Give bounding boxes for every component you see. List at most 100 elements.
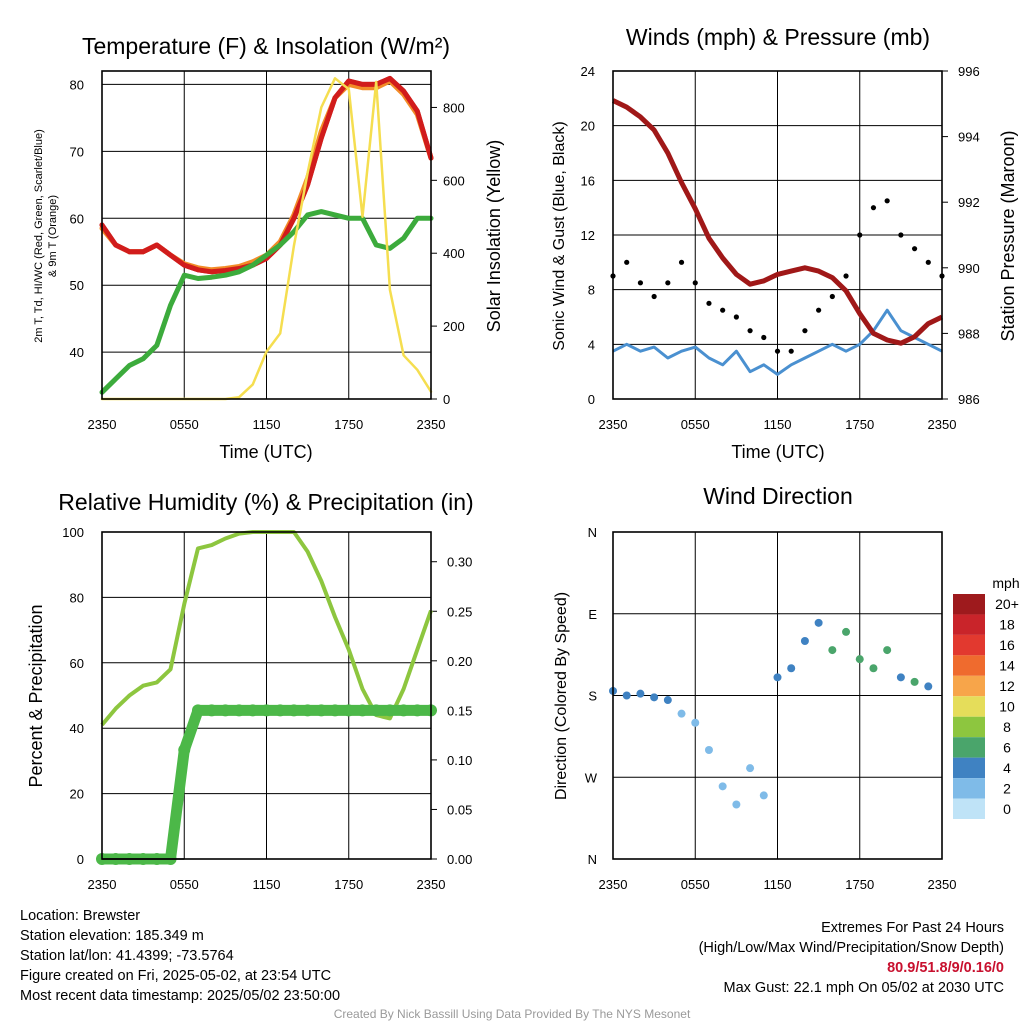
temperature-xlabel: Time (UTC) (219, 442, 312, 462)
direction-point (842, 627, 851, 636)
y-tick-label-left: 40 (70, 721, 84, 736)
direction-point (746, 764, 755, 773)
plot-border (612, 70, 943, 400)
extremes-info: Extremes For Past 24 Hours (High/Low/Max… (699, 918, 1004, 998)
y-tick-label-right: 800 (443, 100, 465, 115)
y-tick-label-left: 16 (581, 173, 595, 188)
y-tick-label-right: 986 (958, 392, 980, 407)
y-tick-label-left: 4 (588, 337, 595, 352)
gust-point (870, 205, 877, 211)
winds-ylabel-left: Sonic Wind & Gust (Blue, Black) (551, 121, 568, 350)
y-tick-label-left: 40 (70, 345, 84, 360)
y-tick-label-right: 0 (443, 392, 450, 407)
wind-line (612, 308, 943, 376)
gust-point (678, 259, 685, 265)
direction-point (896, 673, 905, 682)
gust-point (911, 246, 918, 252)
y-tick-label-left: 80 (70, 590, 84, 605)
gust-point (843, 273, 849, 279)
x-tick-label: 1150 (253, 877, 281, 892)
direction-point (773, 673, 782, 682)
y-tick-label-left: 60 (70, 211, 84, 226)
x-tick-label: 2350 (417, 417, 446, 432)
direction-point (663, 696, 672, 705)
gust-point (747, 328, 753, 334)
x-tick-label: 2350 (88, 877, 117, 892)
y-tick-label-right: 996 (958, 64, 980, 79)
y-tick-label-right: 990 (958, 261, 980, 276)
direction-point (787, 664, 796, 673)
x-tick-label: 2350 (599, 417, 628, 432)
direction-point (636, 689, 645, 698)
colorbar-swatch (953, 798, 985, 819)
extremes-values: 80.9/51.8/9/0.16/0 (887, 960, 1004, 976)
winds-ylabel-right: Station Pressure (Maroon) (998, 130, 1018, 341)
y-tick-label-right: 992 (958, 195, 980, 210)
y-tick-label-right: 0.30 (447, 555, 472, 570)
temperature-ylabel-right: Solar Insolation (Yellow) (484, 140, 504, 332)
direction-point (759, 791, 768, 800)
plot-border (612, 531, 943, 860)
colorbar-swatch (953, 594, 985, 615)
y-tick-label-left: 20 (70, 787, 84, 802)
winds-panel: Winds (mph) & Pressure (mb) Time (UTC) S… (551, 24, 1018, 462)
x-tick-label: 1750 (334, 417, 363, 432)
x-tick-label: 2350 (88, 417, 117, 432)
direction-tick-label: N (588, 852, 597, 867)
extremes-title: Extremes For Past 24 Hours (821, 920, 1004, 936)
y-tick-label-left: 20 (581, 119, 595, 134)
y-tick-label-right: 0.15 (447, 703, 472, 718)
y-tick-label-left: 0 (77, 852, 84, 867)
colorbar-swatch (953, 737, 985, 758)
gust-point (925, 259, 931, 265)
location-text: Location: Brewster (20, 908, 141, 924)
x-tick-label: 2350 (417, 877, 446, 892)
colorbar-label: 8 (1003, 719, 1011, 735)
y-tick-label-left: 24 (581, 64, 595, 79)
gust-point (733, 314, 739, 320)
elevation-text: Station elevation: 185.349 m (20, 928, 204, 944)
max-gust-text: Max Gust: 22.1 mph On 05/02 at 2030 UTC (723, 980, 1004, 996)
latlon-text: Station lat/lon: 41.4399; -73.5764 (20, 948, 234, 964)
direction-ylabel: Direction (Colored By Speed) (553, 592, 570, 800)
direction-point (704, 746, 713, 754)
direction-point (677, 709, 686, 718)
colorbar-label: 20+ (995, 596, 1019, 612)
station-info: Location: Brewster Station elevation: 18… (20, 906, 340, 1006)
direction-point (910, 677, 919, 686)
y-tick-label-right: 600 (443, 173, 465, 188)
y-tick-label-right: 0.20 (447, 654, 472, 669)
temperature-ylabel-2: & 9m T (Orange) (47, 195, 59, 277)
chart-marks: 2350 0550 1150 1750 235040506070800200400600… (62, 64, 1019, 892)
colorbar-label: 16 (999, 637, 1015, 653)
direction-panel: Wind Direction Direction (Colored By Spe… (553, 483, 1020, 800)
direction-point (691, 718, 700, 727)
plot-border (101, 531, 432, 860)
y-tick-label-left: 100 (62, 525, 84, 540)
winds-title: Winds (mph) & Pressure (mb) (626, 24, 930, 50)
y-tick-label-right: 400 (443, 246, 465, 261)
gust-point (720, 307, 726, 313)
direction-point (718, 782, 727, 791)
y-tick-label-left: 0 (588, 392, 595, 407)
gust-point (857, 232, 863, 238)
dewpoint-line (99, 209, 434, 395)
humidity-ylabel: Percent & Precipitation (26, 604, 46, 787)
direction-point (732, 800, 741, 809)
colorbar-swatch (953, 634, 985, 656)
gust-point (692, 280, 698, 286)
direction-point (869, 664, 878, 673)
humidity-panel: Relative Humidity (%) & Precipitation (i… (26, 489, 474, 788)
direction-point (828, 646, 837, 655)
y-tick-label-right: 0.00 (447, 852, 472, 867)
humidity-title: Relative Humidity (%) & Precipitation (i… (58, 489, 473, 515)
recent-text: Most recent data timestamp: 2025/05/02 2… (20, 988, 341, 1004)
x-tick-label: 2350 (599, 877, 628, 892)
y-tick-label-right: 988 (958, 326, 980, 341)
gust-point (665, 280, 671, 286)
gust-point (788, 348, 794, 354)
direction-point (800, 637, 809, 645)
y-tick-label-left: 8 (588, 283, 595, 298)
temperature-ylabel-1: 2m T, Td, HI/WC (Red, Green, Scarlet/Blu… (33, 129, 45, 343)
